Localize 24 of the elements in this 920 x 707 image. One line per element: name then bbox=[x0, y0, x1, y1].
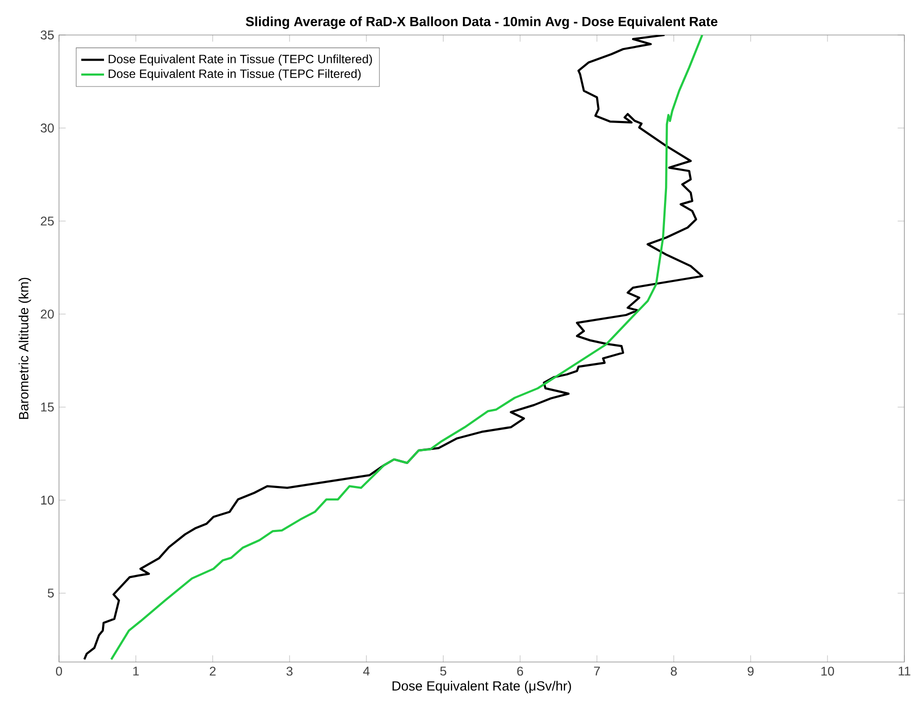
y-tick-label: 25 bbox=[40, 216, 54, 226]
x-tick-label: 1 bbox=[133, 666, 139, 676]
y-tick-label: 20 bbox=[40, 310, 54, 319]
y-tick-label: 35 bbox=[40, 30, 54, 40]
y-axis-title: Barometric Altitude (km) bbox=[18, 278, 32, 419]
x-tick-label: 6 bbox=[517, 666, 524, 676]
x-tick-label: 8 bbox=[670, 666, 677, 676]
x-tick-label: 10 bbox=[821, 666, 834, 676]
y-tick-label: 5 bbox=[48, 588, 54, 598]
legend-label: Dose Equivalent Rate in Tissue (TEPC Filtered) bbox=[108, 69, 361, 80]
legend-label: Dose Equivalent Rate in Tissue (TEPC Unfiltered) bbox=[108, 54, 372, 66]
y-tick-label: 30 bbox=[40, 124, 54, 133]
x-tick-label: 11 bbox=[898, 666, 910, 676]
x-tick-label: 3 bbox=[286, 666, 293, 676]
x-tick-label: 5 bbox=[440, 666, 446, 676]
x-axis-title: Dose Equivalent Rate (μSv/hr) bbox=[392, 680, 571, 694]
x-tick-label: 7 bbox=[594, 666, 600, 676]
chart-title: Sliding Average of RaD-X Balloon Data - 10min Avg - Dose Equivalent Rate bbox=[246, 16, 718, 29]
x-tick-label: 0 bbox=[56, 666, 62, 676]
y-tick-label: 15 bbox=[41, 402, 54, 412]
x-tick-label: 9 bbox=[748, 666, 754, 676]
y-tick-label: 10 bbox=[41, 496, 54, 505]
x-tick-label: 2 bbox=[210, 666, 216, 676]
x-tick-label: 4 bbox=[363, 666, 370, 676]
